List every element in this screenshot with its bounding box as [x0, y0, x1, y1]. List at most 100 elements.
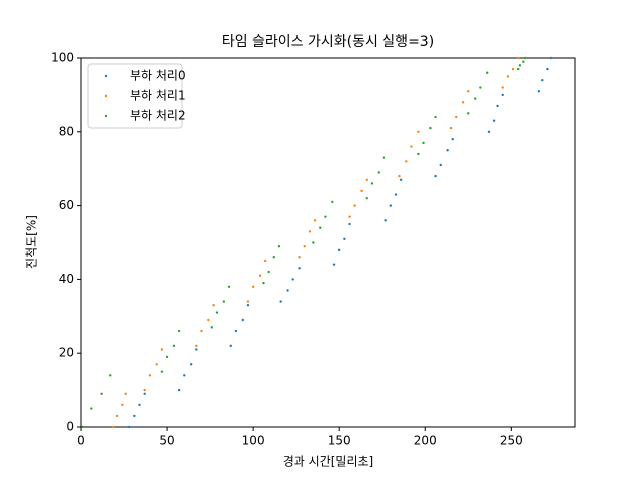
data-point — [246, 304, 250, 307]
data-point — [251, 285, 255, 288]
data-point — [222, 300, 226, 303]
x-tick-label: 100 — [242, 434, 265, 448]
data-point — [109, 374, 112, 377]
data-point — [200, 329, 203, 333]
data-point — [461, 101, 465, 104]
data-point — [389, 204, 393, 207]
data-point — [348, 222, 351, 226]
data-point — [467, 90, 470, 93]
x-tick-label: 0 — [77, 434, 85, 448]
data-point — [100, 392, 103, 395]
legend-marker — [104, 74, 108, 78]
data-point — [121, 403, 124, 407]
data-point — [516, 56, 520, 60]
data-point — [124, 392, 127, 395]
data-point — [417, 130, 420, 133]
x-axis-label: 경과 시간[밀리초] — [283, 455, 373, 469]
data-point — [353, 204, 356, 207]
data-point — [331, 200, 334, 204]
data-point — [541, 78, 544, 82]
data-point — [479, 86, 482, 89]
data-point — [165, 355, 169, 359]
data-point — [496, 104, 499, 108]
data-point — [143, 392, 146, 395]
data-point — [160, 348, 164, 351]
data-point — [189, 363, 193, 366]
data-point — [227, 285, 231, 288]
data-point — [308, 230, 312, 233]
data-point — [518, 64, 522, 67]
data-point — [319, 226, 322, 229]
data-point — [546, 67, 549, 71]
data-point — [343, 237, 346, 241]
data-point — [313, 219, 317, 222]
data-point — [511, 67, 515, 71]
data-point — [410, 145, 413, 148]
data-point — [138, 403, 141, 407]
y-tick-label: 80 — [59, 124, 74, 138]
data-point — [455, 115, 458, 119]
data-point — [473, 97, 477, 100]
legend-marker — [104, 114, 108, 118]
data-point — [446, 149, 449, 152]
data-point — [155, 363, 158, 366]
data-point — [429, 126, 432, 130]
data-point — [212, 304, 215, 307]
data-point — [348, 215, 351, 218]
data-point — [332, 263, 336, 266]
y-tick-label: 60 — [59, 198, 74, 212]
y-tick-label: 40 — [59, 272, 74, 286]
data-point — [215, 311, 219, 314]
data-point — [160, 370, 164, 373]
data-point — [143, 388, 146, 392]
data-point — [195, 348, 198, 351]
data-point — [360, 189, 363, 193]
data-point — [112, 425, 115, 429]
data-point — [516, 67, 520, 71]
data-point — [370, 182, 374, 185]
data-point — [263, 259, 267, 263]
data-point — [127, 425, 131, 429]
data-point — [286, 289, 289, 292]
data-point — [486, 71, 489, 74]
data-point — [277, 244, 281, 248]
chart-title: 타임 슬라이스 가시화(동시 실행=3) — [222, 34, 434, 50]
data-point — [229, 344, 232, 348]
data-point — [382, 156, 386, 159]
data-point — [487, 130, 491, 133]
data-point — [451, 137, 454, 141]
plot-frame — [80, 57, 576, 428]
x-tick-label: 250 — [500, 434, 523, 448]
data-point — [210, 326, 214, 329]
legend-label: 부하 처리2 — [130, 109, 186, 123]
data-point — [207, 318, 210, 322]
data-point — [133, 414, 136, 418]
y-tick-label: 0 — [66, 420, 74, 434]
legend-marker — [104, 94, 108, 98]
x-tick-label: 200 — [414, 434, 437, 448]
data-point — [115, 414, 119, 418]
data-point — [506, 75, 510, 78]
data-point — [148, 374, 152, 377]
data-point — [258, 274, 262, 277]
y-tick-label: 20 — [59, 346, 74, 360]
data-point — [234, 329, 238, 333]
data-point — [324, 215, 327, 218]
data-point — [298, 256, 301, 259]
data-point — [384, 219, 387, 222]
data-point — [422, 141, 425, 145]
data-point — [90, 407, 93, 410]
data-point — [241, 318, 244, 322]
data-point — [405, 160, 408, 163]
legend-label: 부하 처리1 — [130, 89, 186, 103]
data-point — [183, 374, 186, 377]
data-point — [177, 329, 181, 333]
data-point — [492, 119, 496, 122]
data-point — [399, 178, 403, 181]
data-point — [177, 388, 181, 392]
data-point — [291, 278, 294, 281]
x-tick-label: 50 — [159, 434, 174, 448]
data-point — [81, 425, 84, 429]
data-point — [549, 56, 553, 60]
